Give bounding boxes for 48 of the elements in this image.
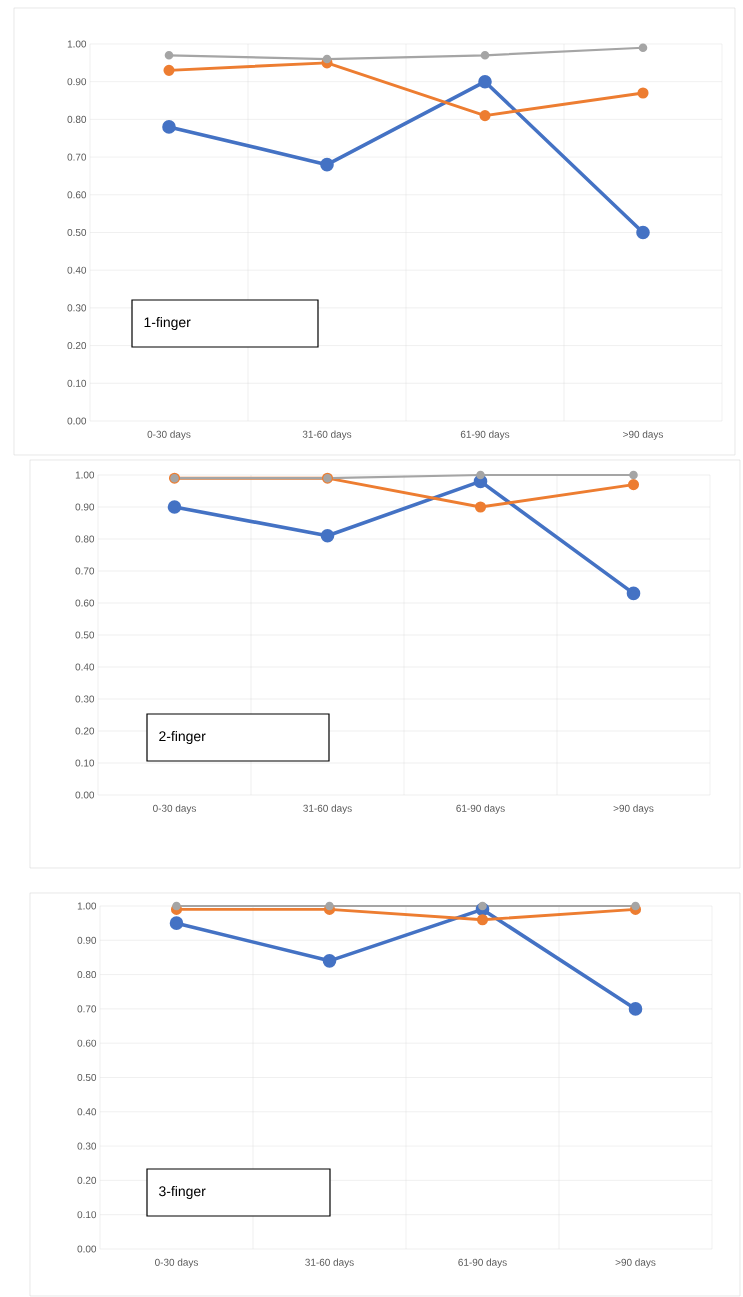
y-tick-label: 0.80 (67, 115, 87, 123)
x-tick-label: 31-60 days (305, 1258, 354, 1268)
y-tick-label: 0.00 (75, 791, 95, 799)
x-tick-label: 31-60 days (302, 430, 352, 440)
y-tick-label: 0.30 (77, 1142, 97, 1150)
x-tick-label: >90 days (623, 430, 663, 440)
y-tick-label: 0.60 (75, 599, 95, 607)
y-tick-label: 0.00 (67, 417, 87, 425)
y-tick-label: 0.30 (75, 695, 95, 703)
x-tick-label: 61-90 days (460, 430, 510, 440)
y-tick-label: 1.00 (75, 471, 95, 479)
y-tick-label: 0.90 (67, 78, 87, 86)
y-tick-label: 0.50 (77, 1073, 97, 1082)
y-tick-label: 0.10 (75, 759, 95, 767)
y-tick-label: 0.60 (67, 191, 87, 199)
y-tick-label: 0.50 (75, 631, 95, 639)
y-tick-label: 0.70 (67, 153, 87, 161)
x-tick-label: 61-90 days (456, 804, 505, 814)
y-tick-label: 0.20 (77, 1176, 97, 1184)
y-tick-label: 0.10 (67, 379, 87, 387)
x-tick-label: 31-60 days (303, 804, 352, 814)
y-tick-label: 0.50 (67, 228, 87, 237)
x-tick-label: >90 days (615, 1258, 656, 1268)
y-tick-label: 0.20 (67, 342, 87, 350)
y-tick-label: 0.40 (75, 663, 95, 671)
y-tick-label: 0.00 (77, 1245, 97, 1253)
y-tick-label: 0.60 (77, 1039, 97, 1047)
y-tick-label: 0.70 (77, 1005, 97, 1013)
y-tick-label: 0.10 (77, 1211, 97, 1219)
x-tick-label: 0-30 days (147, 430, 191, 440)
y-tick-label: 0.80 (75, 535, 95, 543)
y-tick-label: 0.30 (67, 304, 87, 312)
y-tick-label: 1.00 (77, 902, 97, 910)
y-tick-label: 0.90 (77, 936, 97, 944)
y-tick-label: 0.70 (75, 567, 95, 575)
x-tick-label: 61-90 days (458, 1258, 507, 1268)
y-tick-label: 0.90 (75, 503, 95, 511)
x-tick-label: 0-30 days (153, 804, 196, 814)
y-tick-label: 0.80 (77, 971, 97, 979)
y-tick-label: 0.20 (75, 727, 95, 735)
annotation: 2-finger (159, 730, 206, 744)
x-tick-label: 0-30 days (155, 1258, 198, 1268)
x-tick-label: >90 days (613, 804, 654, 814)
y-tick-label: 1.00 (67, 40, 87, 48)
y-tick-label: 0.40 (67, 266, 87, 274)
annotation: 3-finger (159, 1185, 206, 1199)
y-tick-label: 0.40 (77, 1108, 97, 1116)
annotation: 1-finger (144, 316, 191, 330)
